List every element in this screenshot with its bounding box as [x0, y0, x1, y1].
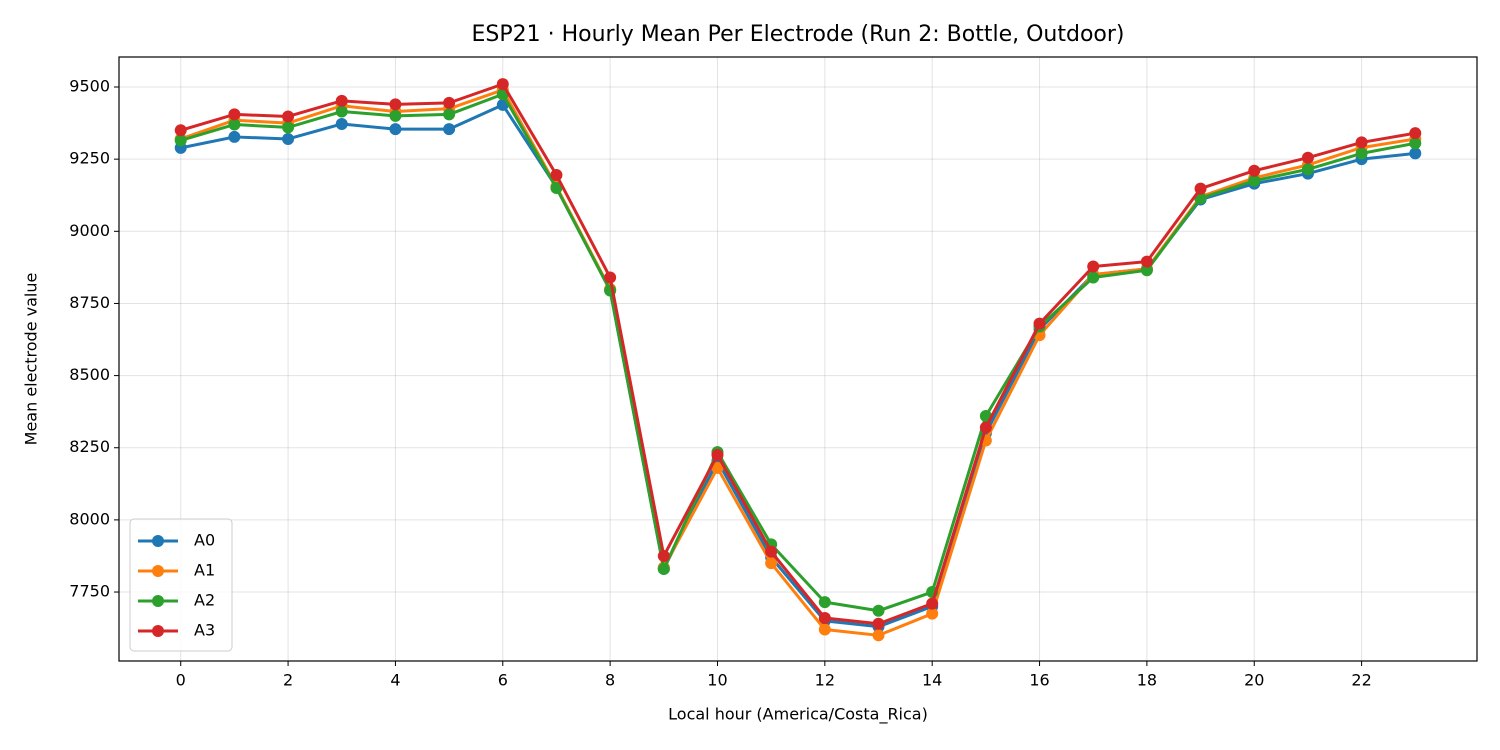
marker: [1248, 174, 1261, 187]
legend-label: A1: [194, 561, 215, 580]
marker: [604, 271, 617, 284]
legend-label: A0: [194, 531, 215, 550]
marker: [1409, 127, 1422, 140]
x-tick-label: 12: [815, 671, 835, 690]
marker: [282, 121, 295, 134]
y-tick-label: 9000: [69, 221, 110, 240]
legend-marker: [152, 565, 164, 577]
legend-marker: [152, 595, 164, 607]
y-tick-label: 7750: [69, 582, 110, 601]
marker: [335, 94, 348, 107]
marker: [657, 549, 670, 562]
y-axis-label: Mean electrode value: [22, 273, 41, 446]
marker: [872, 617, 885, 630]
y-tick-label: 9250: [69, 149, 110, 168]
marker: [496, 78, 509, 91]
line: [180, 103, 1416, 629]
marker: [550, 169, 563, 182]
x-tick-label: 10: [707, 671, 727, 690]
marker: [389, 109, 402, 122]
marker: [389, 98, 402, 111]
marker: [1355, 147, 1368, 160]
marker: [818, 612, 831, 625]
legend-label: A2: [194, 591, 215, 610]
x-tick-label: 16: [1029, 671, 1049, 690]
marker: [174, 134, 187, 147]
line: [180, 82, 1416, 626]
y-tick-label: 8500: [69, 365, 110, 384]
marker: [282, 110, 295, 123]
x-tick-label: 0: [176, 671, 186, 690]
legend: A0 A1 A2 A3: [129, 518, 233, 652]
y-tick-label: 8250: [69, 437, 110, 456]
marker: [228, 118, 241, 131]
x-tick-label: 6: [498, 671, 508, 690]
marker: [1301, 163, 1314, 176]
marker: [1140, 255, 1153, 268]
marker: [765, 545, 778, 558]
marker: [443, 123, 456, 136]
legend-marker: [152, 535, 164, 547]
x-tick-label: 18: [1137, 671, 1157, 690]
marker: [443, 108, 456, 121]
series: [174, 78, 1422, 630]
marker: [657, 562, 670, 575]
marker: [335, 117, 348, 130]
marker: [174, 124, 187, 137]
marker: [389, 123, 402, 136]
x-tick-label: 22: [1351, 671, 1371, 690]
marker: [1355, 136, 1368, 149]
line: [180, 92, 1416, 613]
marker: [335, 105, 348, 118]
y-tick-label: 8750: [69, 293, 110, 312]
marker: [711, 448, 724, 461]
marker: [1301, 151, 1314, 164]
marker: [1087, 260, 1100, 273]
marker: [818, 596, 831, 609]
x-axis-label: Local hour (America/Costa_Rica): [668, 705, 928, 725]
marker: [1194, 182, 1207, 195]
x-tick-label: 8: [605, 671, 615, 690]
marker: [711, 461, 724, 474]
marker: [926, 597, 939, 610]
x-tick-label: 4: [390, 671, 400, 690]
marker: [443, 96, 456, 109]
marker: [1087, 271, 1100, 284]
marker: [228, 130, 241, 143]
y-tick-label: 9500: [69, 77, 110, 96]
legend-label: A3: [194, 621, 215, 640]
marker: [1409, 147, 1422, 160]
marker: [550, 182, 563, 195]
marker: [1409, 137, 1422, 150]
marker: [228, 108, 241, 121]
chart-title: ESP21 · Hourly Mean Per Electrode (Run 2…: [472, 22, 1125, 47]
marker: [1033, 317, 1046, 330]
marker: [872, 629, 885, 642]
line: [180, 88, 1416, 637]
marker: [872, 604, 885, 617]
x-tick-label: 2: [283, 671, 293, 690]
legend-box: [129, 518, 233, 652]
marker: [282, 132, 295, 145]
marker: [1140, 264, 1153, 277]
x-tick-label: 20: [1244, 671, 1264, 690]
marker: [926, 607, 939, 620]
marker: [765, 557, 778, 570]
marker: [1248, 164, 1261, 177]
legend-marker: [152, 625, 164, 637]
marker: [818, 623, 831, 636]
x-tick-label: 14: [922, 671, 942, 690]
y-tick-label: 8000: [69, 509, 110, 528]
marker: [979, 421, 992, 434]
plot-frame: [118, 56, 1478, 662]
